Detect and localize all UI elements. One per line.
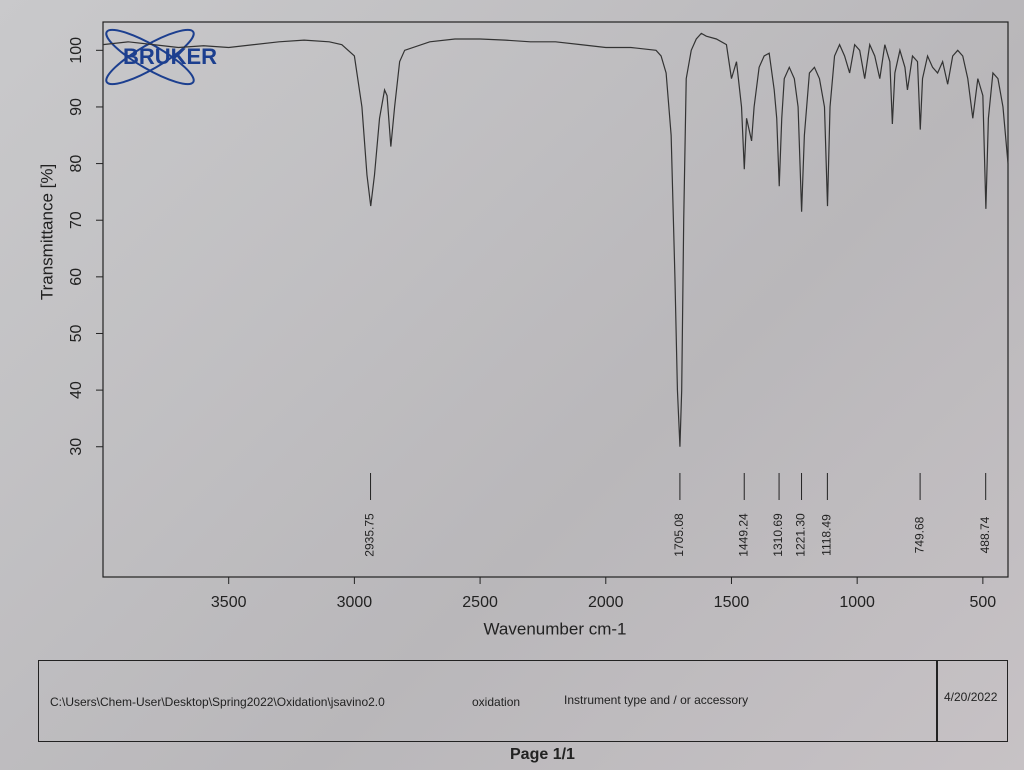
instrument: Instrument type and / or accessory — [564, 693, 749, 707]
y-tick-label: 90 — [68, 98, 85, 116]
y-tick-label: 50 — [68, 324, 85, 342]
y-tick-label: 40 — [68, 381, 85, 399]
chart: BRUKER Wavenumber cm-1 Transmittance [%]… — [37, 21, 1009, 638]
y-tick-label: 100 — [68, 37, 85, 64]
x-tick-label: 1500 — [714, 594, 750, 611]
y-tick-label: 80 — [68, 155, 85, 173]
peak-label: 488.74 — [978, 516, 992, 553]
y-tick-label: 60 — [68, 268, 85, 286]
page-number: Page 1/1 — [510, 746, 575, 763]
x-axis-label: Wavenumber cm-1 — [484, 619, 627, 638]
logo: BRUKER — [123, 44, 217, 69]
y-tick-label: 70 — [68, 211, 85, 229]
y-tick-label: 30 — [68, 438, 85, 456]
peak-label: 1705.08 — [672, 513, 686, 557]
x-tick-label: 1000 — [839, 594, 875, 611]
sample-name: oxidation — [472, 695, 521, 709]
date: 4/20/2022 — [944, 690, 998, 704]
footer-box — [38, 660, 1008, 742]
x-tick-label: 500 — [970, 594, 997, 611]
footer-divider — [936, 660, 938, 742]
x-tick-label: 2500 — [462, 594, 498, 611]
peak-label: 1118.49 — [820, 514, 834, 556]
logo-graphic — [105, 28, 195, 86]
peak-label: 749.68 — [912, 516, 926, 553]
spectrum-line — [102, 32, 1009, 447]
y-axis-label: Transmittance [%] — [37, 164, 56, 300]
plot-frame — [102, 21, 1009, 578]
peak-label: 1449.24 — [736, 513, 750, 557]
x-tick-label: 3500 — [211, 594, 247, 611]
x-tick-label: 3000 — [337, 594, 373, 611]
peak-label: 1221.30 — [794, 513, 808, 557]
peak-label: 2935.75 — [363, 513, 377, 557]
peak-label: 1310.69 — [771, 513, 785, 557]
x-tick-label: 2000 — [588, 594, 624, 611]
file-path: C:\Users\Chem-User\Desktop\Spring2022\Ox… — [50, 695, 385, 709]
